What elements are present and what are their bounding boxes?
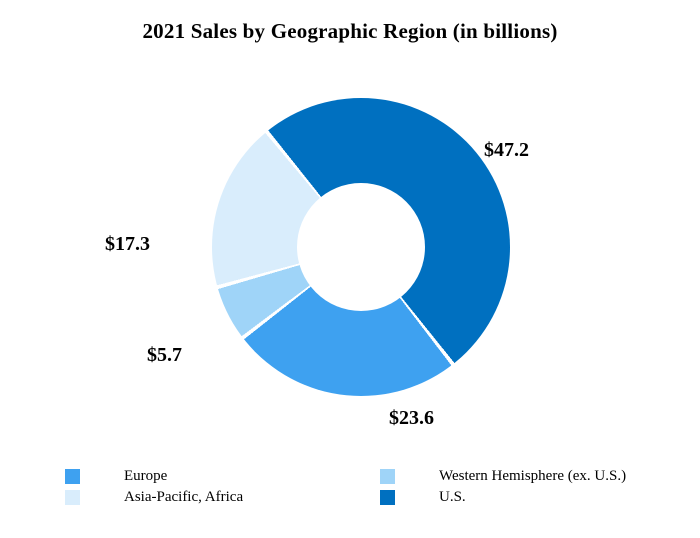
legend-item-europe: Europe xyxy=(65,466,243,486)
legend-swatch-us xyxy=(380,489,395,505)
legend-label-asia-pacific-africa: Asia-Pacific, Africa xyxy=(124,488,244,505)
slice-label-asia-pacific-africa: $17.3 xyxy=(105,233,150,255)
donut-hole xyxy=(297,183,425,311)
slice-label-europe: $23.6 xyxy=(389,407,434,429)
chart-title: 2021 Sales by Geographic Region (in bill… xyxy=(142,19,558,43)
legend-swatch-europe xyxy=(65,468,80,484)
legend-label-europe: Europe xyxy=(124,467,168,484)
legend-item-asia-pacific-africa: Asia-Pacific, Africa xyxy=(65,487,243,507)
legend-label-us: U.S. xyxy=(439,488,466,505)
legend-column-2: Western Hemisphere (ex. U.S.) U.S. xyxy=(380,466,626,508)
legend-item-us: U.S. xyxy=(380,487,626,507)
legend-swatch-asia-pacific-africa xyxy=(65,489,80,505)
legend-column-1: Europe Asia-Pacific, Africa xyxy=(65,466,243,508)
legend-swatch-western-hemisphere xyxy=(380,468,395,484)
chart-legend: Europe Asia-Pacific, Africa Western Hemi… xyxy=(0,466,700,526)
legend-label-western-hemisphere: Western Hemisphere (ex. U.S.) xyxy=(439,467,627,484)
slice-label-us: $47.2 xyxy=(484,139,529,161)
slice-label-western-hemisphere: $5.7 xyxy=(147,344,182,366)
legend-item-western-hemisphere: Western Hemisphere (ex. U.S.) xyxy=(380,466,626,486)
donut-chart xyxy=(212,98,510,396)
